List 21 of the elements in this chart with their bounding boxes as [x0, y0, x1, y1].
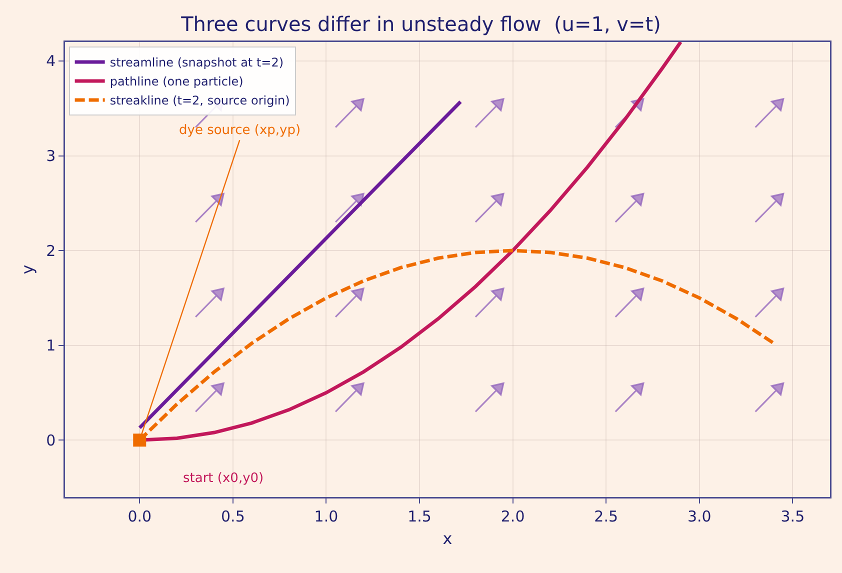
- y-axis-title: y: [18, 264, 38, 274]
- annotation: start (x0,y0): [183, 471, 264, 486]
- x-tick-label: 0.5: [221, 507, 245, 526]
- y-tick-label: 0: [46, 431, 56, 450]
- x-axis-title: x: [442, 528, 452, 548]
- x-tick-label: 2.0: [500, 507, 525, 526]
- x-tick-label: 1.5: [408, 507, 432, 526]
- x-tick-label: 2.5: [594, 507, 618, 526]
- legend-label: streamline (snapshot at t=2): [110, 56, 284, 70]
- y-tick-label: 4: [46, 52, 56, 70]
- x-tick-label: 0.0: [128, 507, 152, 526]
- x-tick-label: 1.0: [314, 507, 338, 526]
- y-tick-label: 2: [46, 242, 56, 260]
- x-tick-label: 3.0: [687, 507, 712, 526]
- annotation: dye source (xp,yp): [179, 123, 301, 138]
- legend-label: pathline (one particle): [110, 74, 244, 89]
- y-tick-label: 3: [46, 147, 56, 165]
- y-tick-label: 1: [46, 336, 56, 355]
- legend-label: streakline (t=2, source origin): [110, 94, 290, 108]
- x-tick-label: 3.5: [780, 507, 805, 526]
- chart-title: Three curves differ in unsteady flow (u=1, v=t): [180, 12, 661, 36]
